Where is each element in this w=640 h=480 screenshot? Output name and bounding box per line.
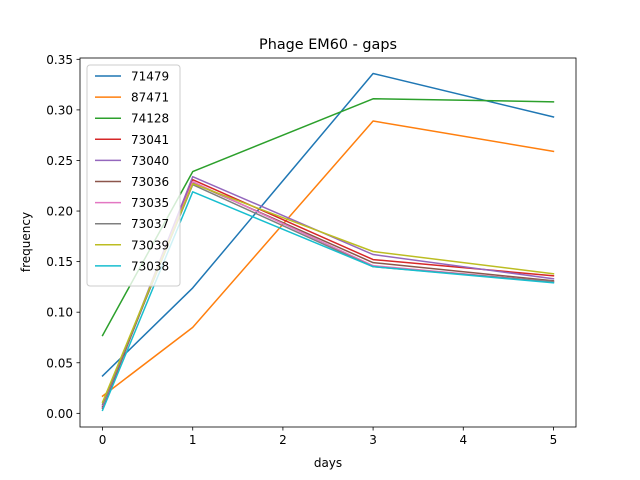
legend-label: 73039 — [131, 238, 169, 252]
plot-frame — [79, 57, 577, 428]
y-axis-ticks: 0.00 0.05 0.10 0.15 0.20 0.25 0.30 0.35 — [46, 53, 80, 421]
legend-label: 73041 — [131, 133, 169, 147]
series-line-73039 — [101, 182, 555, 404]
x-tick-label: 4 — [459, 433, 467, 447]
x-axis-label: days — [314, 456, 342, 470]
y-tick-label: 0.00 — [46, 407, 73, 421]
x-tick-label: 3 — [369, 433, 377, 447]
y-tick-label: 0.10 — [46, 306, 73, 320]
legend-label: 71479 — [131, 70, 169, 84]
y-tick-label: 0.05 — [46, 356, 73, 370]
y-tick-label: 0.25 — [46, 154, 73, 168]
legend-label: 87471 — [131, 91, 169, 105]
chart-title: Phage EM60 - gaps — [259, 37, 397, 53]
y-axis-label: frequency — [19, 212, 33, 272]
y-tick-label: 0.35 — [46, 53, 73, 67]
x-tick-label: 0 — [99, 433, 107, 447]
x-tick-label: 5 — [550, 433, 558, 447]
x-axis-ticks: 0 1 2 3 4 5 — [99, 427, 558, 447]
y-tick-label: 0.15 — [46, 255, 73, 269]
legend-label: 74128 — [131, 112, 169, 126]
y-tick-label: 0.20 — [46, 205, 73, 219]
x-tick-label: 2 — [279, 433, 287, 447]
y-tick-label: 0.30 — [46, 103, 73, 117]
legend-box — [86, 64, 181, 287]
legend-label: 73035 — [131, 196, 169, 210]
legend-label: 73036 — [131, 175, 169, 189]
legend-label: 73040 — [131, 154, 169, 168]
legend: 71479 87471 74128 73041 73040 73036 73035 73037… — [86, 64, 181, 287]
series-line-73038 — [101, 191, 555, 412]
legend-label: 73038 — [131, 259, 169, 273]
x-tick-label: 1 — [189, 433, 197, 447]
series-lines — [101, 72, 555, 412]
series-line-71479 — [101, 72, 555, 377]
legend-label: 73037 — [131, 217, 169, 231]
